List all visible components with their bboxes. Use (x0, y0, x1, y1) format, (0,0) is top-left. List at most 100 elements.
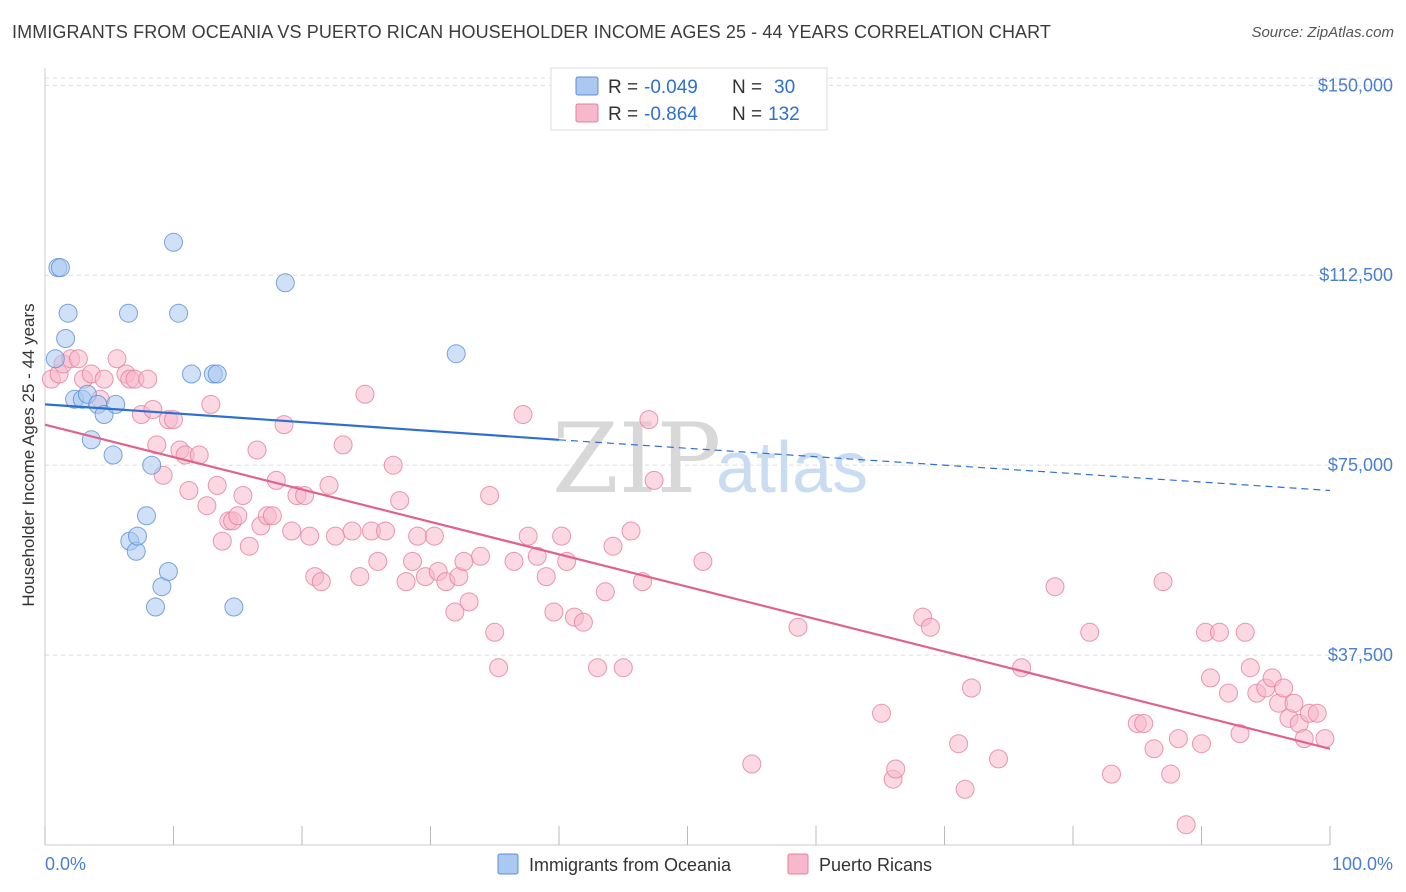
point-puerto-ricans (68, 349, 88, 369)
point-puerto-ricans (480, 486, 500, 505)
point-puerto-ricans (513, 405, 533, 424)
point-puerto-ricans (1161, 764, 1181, 784)
point-puerto-ricans (459, 592, 479, 612)
legend-bottom: Immigrants from Oceania Puerto Ricans (497, 853, 932, 875)
point-puerto-ricans (333, 435, 353, 455)
point-oceania (275, 273, 295, 293)
legend-r-label: R = (608, 77, 638, 98)
point-puerto-ricans (319, 475, 339, 495)
point-puerto-ricans (1102, 764, 1121, 784)
point-puerto-ricans (383, 455, 403, 475)
legend-top: R = -0.049 N = 30 R = -0.864 N = 132 (550, 67, 828, 131)
point-puerto-ricans (1192, 734, 1211, 754)
point-oceania (137, 506, 156, 526)
legend-bottom-swatch-puerto-ricans (787, 853, 809, 875)
point-puerto-ricans (1201, 668, 1220, 688)
point-puerto-ricans (1080, 622, 1100, 642)
point-puerto-ricans (518, 526, 538, 546)
point-puerto-ricans (573, 612, 593, 632)
point-puerto-ricans (639, 410, 659, 430)
point-puerto-ricans (342, 521, 362, 541)
point-puerto-ricans (489, 658, 509, 678)
point-puerto-ricans (201, 394, 221, 414)
point-puerto-ricans (239, 536, 259, 556)
point-puerto-ricans (1210, 622, 1229, 642)
point-puerto-ricans (368, 551, 388, 571)
trend-line-oceania (44, 403, 560, 441)
point-puerto-ricans (504, 551, 524, 571)
point-puerto-ricans (355, 384, 375, 404)
point-puerto-ricans (408, 526, 428, 546)
point-puerto-ricans (197, 496, 217, 516)
point-puerto-ricans (788, 617, 808, 637)
point-puerto-ricans (1134, 714, 1154, 733)
watermark-zip: ZIP (552, 403, 721, 515)
legend-n-label: N = (732, 77, 762, 98)
point-puerto-ricans (1284, 693, 1304, 713)
point-puerto-ricans (1153, 572, 1173, 592)
point-puerto-ricans (403, 551, 422, 571)
point-puerto-ricans (1240, 658, 1260, 678)
trend-lines (44, 403, 1331, 750)
point-puerto-ricans (454, 551, 474, 571)
point-oceania (446, 344, 466, 364)
point-oceania (128, 526, 147, 546)
point-puerto-ricans (621, 521, 641, 541)
point-puerto-ricans (962, 678, 981, 698)
point-puerto-ricans (1012, 658, 1032, 678)
point-puerto-ricans (1168, 729, 1188, 749)
point-puerto-ricans (262, 506, 282, 526)
point-puerto-ricans (164, 410, 183, 430)
watermark-atlas: atlas (716, 428, 868, 508)
legend-bottom-label-oceania: Immigrants from Oceania (529, 855, 732, 875)
point-puerto-ricans (311, 572, 331, 592)
point-puerto-ricans (1274, 678, 1294, 698)
point-puerto-ricans (485, 622, 505, 642)
point-puerto-ricans (94, 369, 114, 389)
point-puerto-ricans (376, 521, 395, 541)
legend-bottom-swatch-oceania (497, 853, 519, 875)
point-puerto-ricans (233, 486, 253, 505)
grid-lines (45, 77, 1392, 656)
point-puerto-ricans (471, 546, 491, 566)
data-points (41, 232, 1335, 835)
y-axis-label: Householder Income Ages 25 - 44 years (19, 303, 38, 606)
point-puerto-ricans (527, 546, 547, 566)
point-oceania (169, 303, 189, 323)
x-tick-label: 100.0% (1332, 854, 1393, 874)
point-puerto-ricans (390, 491, 410, 511)
point-oceania (81, 430, 101, 450)
y-tick-label: $150,000 (1318, 75, 1393, 95)
point-puerto-ricans (886, 759, 906, 779)
point-oceania (164, 232, 183, 252)
legend-r-label: R = (608, 104, 638, 125)
point-puerto-ricans (143, 400, 163, 419)
point-puerto-ricans (989, 749, 1008, 769)
trend-line-oceania-extension (558, 439, 1331, 492)
chart-source: Source: ZipAtlas.com (1251, 24, 1394, 41)
point-puerto-ricans (588, 658, 607, 678)
point-puerto-ricans (1230, 724, 1250, 744)
point-oceania (158, 562, 178, 581)
point-puerto-ricans (424, 526, 444, 546)
legend-n-label: N = (732, 104, 762, 125)
point-oceania (207, 364, 227, 384)
point-puerto-ricans (613, 658, 633, 678)
point-puerto-ricans (1045, 577, 1065, 597)
point-puerto-ricans (274, 415, 294, 435)
point-oceania (142, 455, 162, 475)
point-puerto-ricans (920, 617, 940, 637)
point-puerto-ricans (396, 572, 416, 592)
point-puerto-ricans (350, 567, 370, 587)
point-oceania (56, 329, 76, 348)
point-puerto-ricans (552, 526, 572, 546)
y-tick-label: $75,000 (1328, 455, 1393, 475)
point-oceania (224, 597, 244, 617)
point-puerto-ricans (742, 754, 762, 774)
point-puerto-ricans (595, 582, 615, 602)
watermark: ZIP atlas (552, 403, 868, 515)
point-puerto-ricans (228, 506, 248, 526)
point-puerto-ricans (644, 470, 664, 490)
point-puerto-ricans (138, 369, 158, 389)
point-puerto-ricans (603, 536, 623, 556)
